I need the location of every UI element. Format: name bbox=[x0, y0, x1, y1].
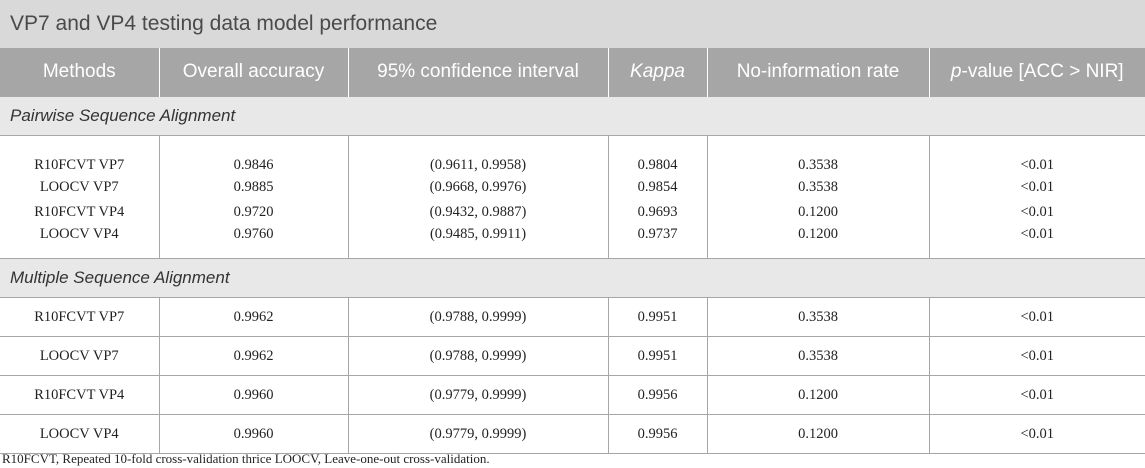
cell-kappa: 0.9854 bbox=[607, 175, 707, 200]
cell-accuracy: 0.9962 bbox=[158, 297, 348, 337]
cell-ci: (0.9779, 0.9999) bbox=[347, 375, 608, 415]
cell-kappa: 0.9804 bbox=[607, 135, 707, 175]
cell-pvalue: <0.01 bbox=[928, 336, 1145, 376]
cell-nir: 0.3538 bbox=[706, 135, 929, 175]
cell-kappa: 0.9956 bbox=[607, 375, 707, 415]
cell-method: LOOCV VP7 bbox=[0, 336, 159, 376]
cell-method: LOOCV VP4 bbox=[0, 414, 159, 454]
cell-ci: (0.9788, 0.9999) bbox=[347, 336, 608, 376]
cell-kappa: 0.9951 bbox=[607, 297, 707, 337]
cell-kappa: 0.9737 bbox=[607, 225, 707, 259]
header-p-value: p-value [ACC > NIR] bbox=[928, 48, 1145, 97]
cell-accuracy: 0.9960 bbox=[158, 375, 348, 415]
section-label: Multiple Sequence Alignment bbox=[0, 258, 1145, 298]
table-row: LOOCV VP7 0.9885 (0.9668, 0.9976) 0.9854… bbox=[0, 175, 1145, 200]
performance-table: Methods Overall accuracy 95% confidence … bbox=[0, 48, 1145, 454]
cell-nir: 0.1200 bbox=[706, 225, 929, 259]
section-label: Pairwise Sequence Alignment bbox=[0, 96, 1145, 136]
header-overall-accuracy: Overall accuracy bbox=[158, 48, 348, 97]
section-row-pairwise: Pairwise Sequence Alignment bbox=[0, 96, 1145, 136]
section-row-multiple: Multiple Sequence Alignment bbox=[0, 258, 1145, 298]
cell-method: R10FCVT VP4 bbox=[34, 204, 125, 220]
cell-accuracy: 0.9962 bbox=[158, 336, 348, 376]
table-row: R10FCVT VP7 0.9962 (0.9788, 0.9999) 0.99… bbox=[0, 297, 1145, 337]
table-row: LOOCV VP4 0.9760 (0.9485, 0.9911) 0.9737… bbox=[0, 225, 1145, 259]
table-footnote: R10FCVT, Repeated 10-fold cross-validati… bbox=[2, 451, 490, 466]
cell-ci: (0.9611, 0.9958) bbox=[347, 135, 608, 175]
cell-accuracy: 0.9720 bbox=[158, 200, 348, 225]
cell-kappa: 0.9951 bbox=[607, 336, 707, 376]
header-p-value-italic: p bbox=[950, 61, 962, 82]
cell-nir: 0.1200 bbox=[706, 375, 929, 415]
cell-pvalue: <0.01 bbox=[928, 200, 1145, 225]
cell-nir: 0.1200 bbox=[706, 414, 929, 454]
cell-ci: (0.9788, 0.9999) bbox=[347, 297, 608, 337]
cell-pvalue: <0.01 bbox=[928, 414, 1145, 454]
cell-accuracy: 0.9846 bbox=[158, 135, 348, 175]
header-confidence-interval: 95% confidence interval bbox=[347, 48, 608, 97]
cell-pvalue: <0.01 bbox=[928, 175, 1145, 200]
cell-ci: (0.9432, 0.9887) bbox=[347, 200, 608, 225]
cell-accuracy: 0.9760 bbox=[158, 225, 348, 259]
header-row: Methods Overall accuracy 95% confidence … bbox=[0, 48, 1145, 97]
cell-method: R10FCVT VP7 bbox=[34, 157, 125, 173]
cell-nir: 0.3538 bbox=[706, 297, 929, 337]
table-row: LOOCV VP4 0.9960 (0.9779, 0.9999) 0.9956… bbox=[0, 414, 1145, 454]
cell-accuracy: 0.9960 bbox=[158, 414, 348, 454]
cell-ci: (0.9779, 0.9999) bbox=[347, 414, 608, 454]
cell-ci: (0.9668, 0.9976) bbox=[347, 175, 608, 200]
header-p-value-rest: -value [ACC > NIR] bbox=[961, 61, 1124, 82]
cell-pvalue: <0.01 bbox=[928, 225, 1145, 259]
table-row: R10FCVT VP7 0.9846 (0.9611, 0.9958) 0.98… bbox=[0, 135, 1145, 175]
cell-method: R10FCVT VP4 bbox=[0, 375, 159, 415]
table-title: VP7 and VP4 testing data model performan… bbox=[0, 0, 1145, 48]
cell-accuracy: 0.9885 bbox=[158, 175, 348, 200]
cell-ci: (0.9485, 0.9911) bbox=[347, 225, 608, 259]
cell-pvalue: <0.01 bbox=[928, 375, 1145, 415]
cell-kappa: 0.9693 bbox=[607, 200, 707, 225]
cell-nir: 0.3538 bbox=[706, 175, 929, 200]
table-row: R10FCVT VP4 0.9960 (0.9779, 0.9999) 0.99… bbox=[0, 375, 1145, 415]
cell-pvalue: <0.01 bbox=[928, 297, 1145, 337]
header-no-information-rate: No-information rate bbox=[706, 48, 929, 97]
cell-nir: 0.3538 bbox=[706, 336, 929, 376]
cell-method: R10FCVT VP7 bbox=[34, 308, 125, 325]
table-row: LOOCV VP7 0.9962 (0.9788, 0.9999) 0.9951… bbox=[0, 336, 1145, 376]
cell-pvalue: <0.01 bbox=[928, 135, 1145, 175]
header-methods: Methods bbox=[0, 48, 159, 97]
cell-kappa: 0.9956 bbox=[607, 414, 707, 454]
table-row: R10FCVT VP4 0.9720 (0.9432, 0.9887) 0.96… bbox=[0, 200, 1145, 225]
cell-nir: 0.1200 bbox=[706, 200, 929, 225]
cell-method: LOOCV VP7 bbox=[39, 179, 119, 195]
cell-method: LOOCV VP4 bbox=[39, 226, 119, 242]
header-kappa: Kappa bbox=[607, 48, 707, 97]
